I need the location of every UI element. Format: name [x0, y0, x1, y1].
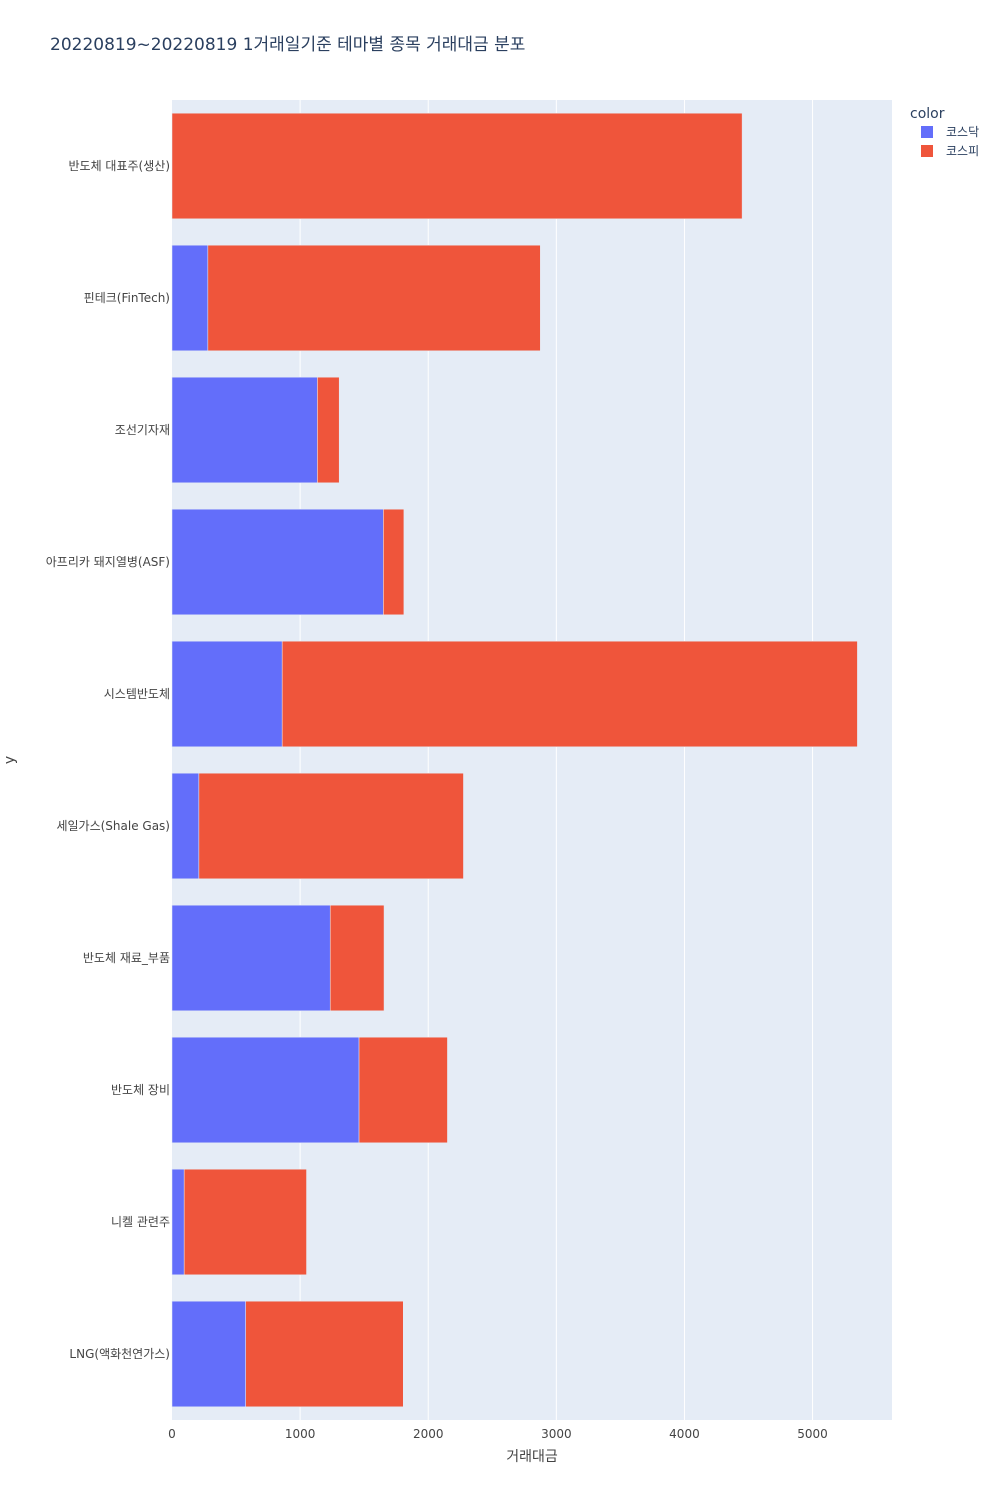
- bar-segment: [171, 1168, 185, 1276]
- bar-segment: [171, 508, 384, 616]
- bars: [171, 112, 858, 1408]
- x-tick-labels: 0 1000 2000 3000 4000 5000: [168, 1427, 828, 1441]
- bar-segment: [171, 112, 743, 220]
- y-tick-label: 니켈 관련주: [111, 1215, 170, 1229]
- y-tick-label: 아프리카 돼지열병(ASF): [46, 555, 170, 569]
- bar-segment: [171, 640, 283, 748]
- bar-segment: [171, 376, 318, 484]
- bar-segment: [383, 508, 405, 616]
- bar-segment: [317, 376, 340, 484]
- x-tick-label: 1000: [285, 1427, 316, 1441]
- y-tick-label: LNG(액화천연가스): [69, 1346, 170, 1361]
- bar-segment: [171, 244, 209, 352]
- y-tick-label: 반도체 장비: [111, 1083, 170, 1097]
- y-tick-label: 조선기자재: [115, 423, 170, 437]
- bar-segment: [358, 1036, 448, 1144]
- x-tick-label: 4000: [669, 1427, 700, 1441]
- bar-segment: [281, 640, 858, 748]
- y-tick-label: 반도체 대표주(생산): [69, 159, 171, 173]
- y-tick-label: 핀테크(FinTech): [84, 291, 170, 305]
- x-tick-label: 5000: [797, 1427, 828, 1441]
- y-axis-title: y: [2, 756, 18, 764]
- x-tick-label: 2000: [413, 1427, 444, 1441]
- bar-segment: [183, 1168, 307, 1276]
- x-axis-title: 거래대금: [506, 1449, 558, 1465]
- x-tick-label: 3000: [541, 1427, 572, 1441]
- bar-segment: [171, 1300, 246, 1408]
- bar-segment: [171, 772, 200, 880]
- y-tick-label: 세일가스(Shale Gas): [56, 819, 170, 833]
- y-tick-label: 반도체 재료_부품: [83, 951, 170, 965]
- bar-segment: [207, 244, 541, 352]
- bar-segment: [171, 1036, 360, 1144]
- legend-swatch: [921, 126, 933, 138]
- legend-title: color: [910, 106, 945, 122]
- legend-label: 코스닥: [946, 125, 979, 139]
- legend-swatch: [921, 145, 933, 157]
- bar-segment: [329, 904, 385, 1012]
- x-tick-label: 0: [168, 1427, 176, 1441]
- bar-segment: [245, 1300, 404, 1408]
- y-tick-label: 시스템반도체: [104, 687, 170, 701]
- bar-segment: [171, 904, 331, 1012]
- chart-title: 20220819~20220819 1거래일기준 테마별 종목 거래대금 분포: [50, 35, 525, 55]
- legend-label: 코스피: [946, 144, 979, 158]
- bar-segment: [198, 772, 464, 880]
